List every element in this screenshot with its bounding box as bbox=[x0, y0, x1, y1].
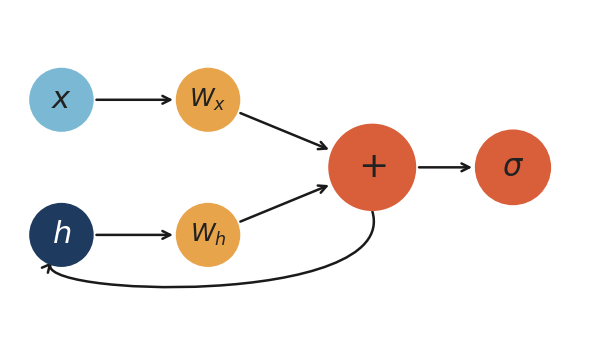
Circle shape bbox=[176, 68, 240, 132]
Text: $\sigma$: $\sigma$ bbox=[502, 153, 524, 182]
Circle shape bbox=[176, 203, 240, 267]
Circle shape bbox=[29, 203, 94, 267]
Text: $x$: $x$ bbox=[51, 85, 72, 114]
Circle shape bbox=[328, 124, 416, 211]
Circle shape bbox=[29, 68, 94, 132]
Text: $W_h$: $W_h$ bbox=[189, 222, 226, 248]
Text: $W_x$: $W_x$ bbox=[189, 87, 227, 113]
Circle shape bbox=[475, 130, 551, 205]
Text: $+$: $+$ bbox=[358, 150, 387, 184]
Text: $h$: $h$ bbox=[52, 220, 71, 250]
